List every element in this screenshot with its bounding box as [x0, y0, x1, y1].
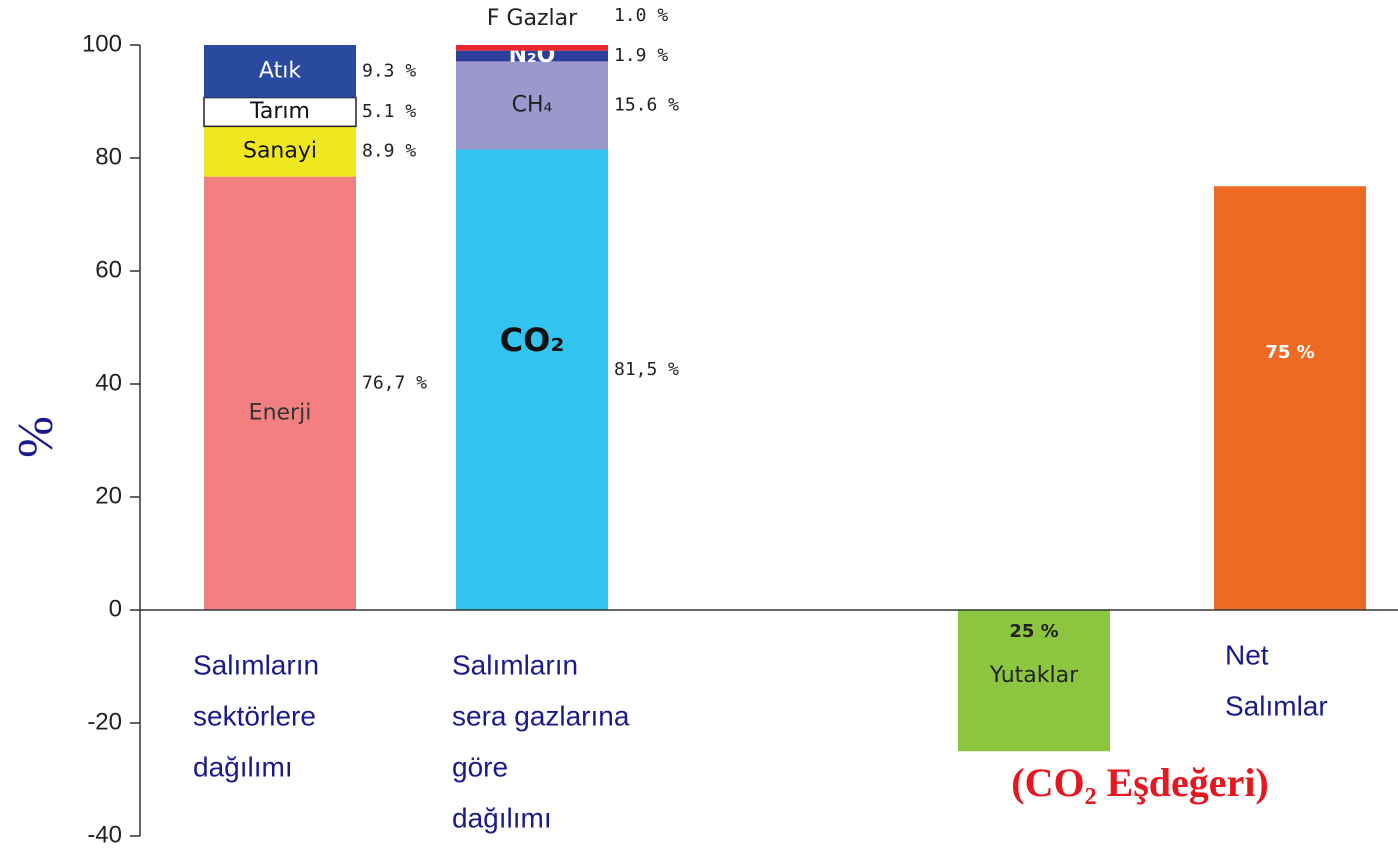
segment-name: F Gazlar [487, 6, 578, 31]
category-label: dağılımı [193, 751, 293, 782]
segment-name: Sanayi [243, 139, 317, 164]
y-tick-label: 100 [82, 30, 122, 57]
y-tick-label: -40 [87, 821, 122, 848]
value-label: 8.9 % [362, 141, 416, 162]
category-label: sektörlere [193, 700, 316, 731]
category-label: Salımlar [1225, 690, 1328, 721]
bar-segment [204, 45, 356, 98]
bar-segment [456, 149, 608, 610]
segment-name: Yutaklar [989, 663, 1079, 688]
category-label: göre [452, 751, 508, 782]
value-label: 75 % [1265, 342, 1314, 363]
y-tick-label: 20 [95, 482, 122, 509]
category-label: dağılımı [452, 802, 552, 833]
bar-segment [456, 45, 608, 51]
category-label: Salımların [193, 649, 319, 680]
value-label: 9.3 % [362, 60, 416, 81]
value-label: 81,5 % [614, 359, 679, 380]
y-tick-label: 0 [109, 595, 122, 622]
y-tick-label: 40 [95, 369, 122, 396]
y-axis-label: % [6, 416, 62, 458]
segment-name: Atık [259, 58, 301, 83]
value-label: 25 % [1009, 621, 1058, 642]
category-label: Salımların [452, 649, 578, 680]
segment-name: Tarım [249, 99, 310, 124]
value-label: 15.6 % [614, 94, 679, 115]
y-tick-label: -20 [87, 708, 122, 735]
bar-segment [204, 126, 356, 177]
bar-segment [203, 96, 357, 128]
category-label: sera gazlarına [452, 700, 630, 731]
segment-name: CH₄ [512, 92, 553, 117]
y-tick-label: 60 [95, 256, 122, 283]
bar-segment [456, 50, 608, 62]
y-tick-label: 80 [95, 143, 122, 170]
bar-segment [958, 610, 1110, 752]
value-label: 5.1 % [362, 101, 416, 122]
value-label: 1.9 % [614, 45, 668, 66]
segment-name: Enerji [249, 400, 312, 425]
bar-segment [204, 176, 356, 610]
bar-segment [456, 61, 608, 150]
category-label: Net [1225, 639, 1269, 670]
value-label: 76,7 % [362, 372, 427, 393]
segment-name: CO₂ [500, 321, 565, 359]
bar-segment [1214, 186, 1366, 610]
annotation: (CO₂ Eşdeğeri) [1011, 760, 1269, 805]
value-label: 1.0 % [614, 5, 668, 26]
